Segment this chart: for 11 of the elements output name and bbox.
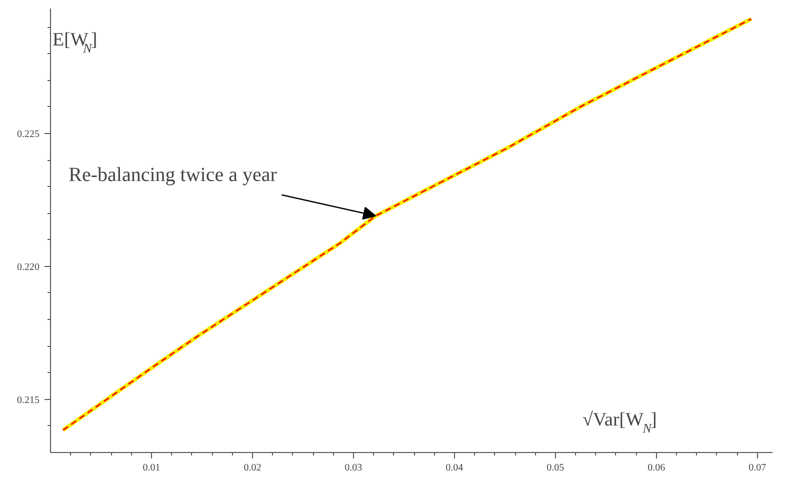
x-tick-label: 0.03: [344, 462, 362, 474]
x-tick-label: 0.01: [142, 462, 160, 474]
annotation: Re-balancing twice a year: [68, 164, 278, 186]
x-tick-label: 0.04: [446, 462, 464, 474]
y-tick-label: 0.215: [17, 394, 40, 406]
y-tick-label: 0.220: [17, 262, 40, 273]
x-tick-label: 0.02: [244, 462, 262, 474]
y-tick-label: 0.225: [17, 128, 40, 140]
x-tick-label: 0.05: [546, 462, 564, 474]
x-tick-label: 0.06: [648, 462, 666, 474]
x-tick-label: 0.07: [748, 462, 766, 474]
